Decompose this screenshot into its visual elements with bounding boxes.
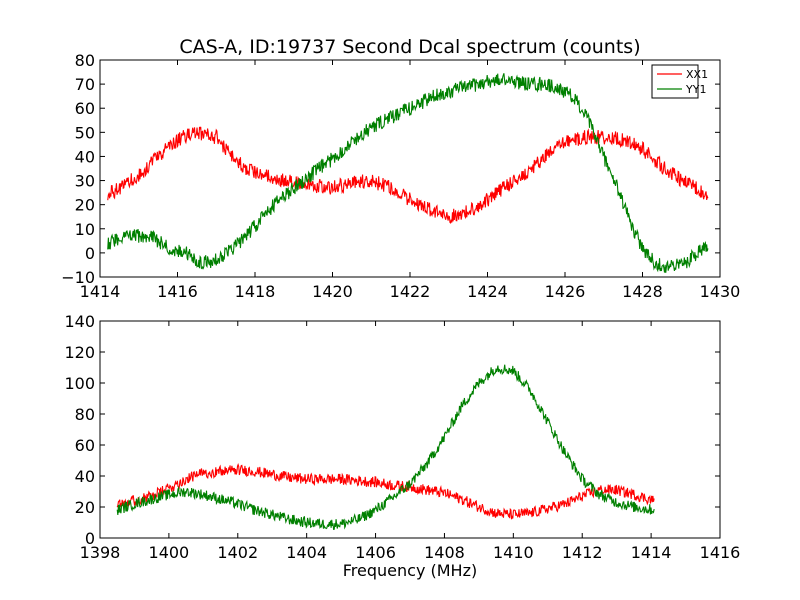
top-ytick-label: −10 bbox=[61, 268, 95, 287]
bottom-xtick-label: 1408 bbox=[424, 543, 465, 562]
top-ytick-label: 80 bbox=[75, 51, 95, 70]
top-series-yy1-line bbox=[107, 73, 709, 273]
top-ytick-label: 60 bbox=[75, 99, 95, 118]
bottom-ytick-label: 40 bbox=[75, 467, 95, 486]
legend-xx1-label: XX1 bbox=[686, 68, 708, 81]
top-xtick-label: 1430 bbox=[700, 282, 741, 301]
top-ytick-label: 0 bbox=[85, 244, 95, 263]
top-ytick-label: 30 bbox=[75, 172, 95, 191]
top-xtick-label: 1424 bbox=[467, 282, 508, 301]
top-xtick-label: 1416 bbox=[157, 282, 198, 301]
bottom-xtick-label: 1404 bbox=[286, 543, 327, 562]
top-ytick-label: 20 bbox=[75, 196, 95, 215]
bottom-xtick-label: 1402 bbox=[217, 543, 258, 562]
bottom-xtick-label: 1398 bbox=[80, 543, 121, 562]
top-ytick-label: 10 bbox=[75, 220, 95, 239]
bottom-ytick-label: 80 bbox=[75, 405, 95, 424]
top-xtick-label: 1426 bbox=[545, 282, 586, 301]
top-xtick-label: 1418 bbox=[235, 282, 276, 301]
bottom-plot-frame bbox=[99, 320, 721, 539]
top-xtick-label: 1414 bbox=[80, 282, 121, 301]
bottom-chart-axes: 1398 1400 1402 1404 1406 1408 1410 1412 1414 1416… bbox=[64, 312, 740, 562]
bottom-xtick-label: 1416 bbox=[700, 543, 741, 562]
bottom-chart-xlabel: Frequency (MHz) bbox=[343, 561, 477, 580]
bottom-ytick-label: 0 bbox=[85, 529, 95, 548]
bottom-xtick-label: 1400 bbox=[149, 543, 190, 562]
bottom-series-red-line bbox=[116, 462, 655, 520]
bottom-ytick-label: 120 bbox=[64, 343, 95, 362]
bottom-ytick-label: 140 bbox=[64, 312, 95, 331]
bottom-ytick-label: 100 bbox=[64, 374, 95, 393]
top-ytick-label: 70 bbox=[75, 75, 95, 94]
legend-yy1-label: YY1 bbox=[685, 83, 706, 96]
bottom-xtick-label: 1410 bbox=[493, 543, 534, 562]
bottom-ytick-label: 20 bbox=[75, 498, 95, 517]
top-ytick-label: 50 bbox=[75, 123, 95, 142]
top-ytick-label: 40 bbox=[75, 147, 95, 166]
top-chart-axes: 1414 1416 1418 1420 1422 1424 1426 1428 1430 −10 0… bbox=[61, 51, 740, 301]
top-xtick-label: 1422 bbox=[390, 282, 431, 301]
bottom-xtick-label: 1406 bbox=[355, 543, 396, 562]
bottom-series-green-line bbox=[116, 364, 655, 531]
bottom-xtick-label: 1414 bbox=[631, 543, 672, 562]
bottom-ytick-label: 60 bbox=[75, 436, 95, 455]
top-series-xx1-line bbox=[107, 126, 709, 224]
bottom-xtick-label: 1412 bbox=[562, 543, 603, 562]
legend-box bbox=[651, 64, 699, 99]
top-chart-title: CAS-A, ID:19737 Second Dcal spectrum (co… bbox=[179, 36, 640, 58]
legend: XX1 YY1 bbox=[651, 64, 708, 99]
top-xtick-label: 1428 bbox=[622, 282, 663, 301]
top-xtick-label: 1420 bbox=[312, 282, 353, 301]
